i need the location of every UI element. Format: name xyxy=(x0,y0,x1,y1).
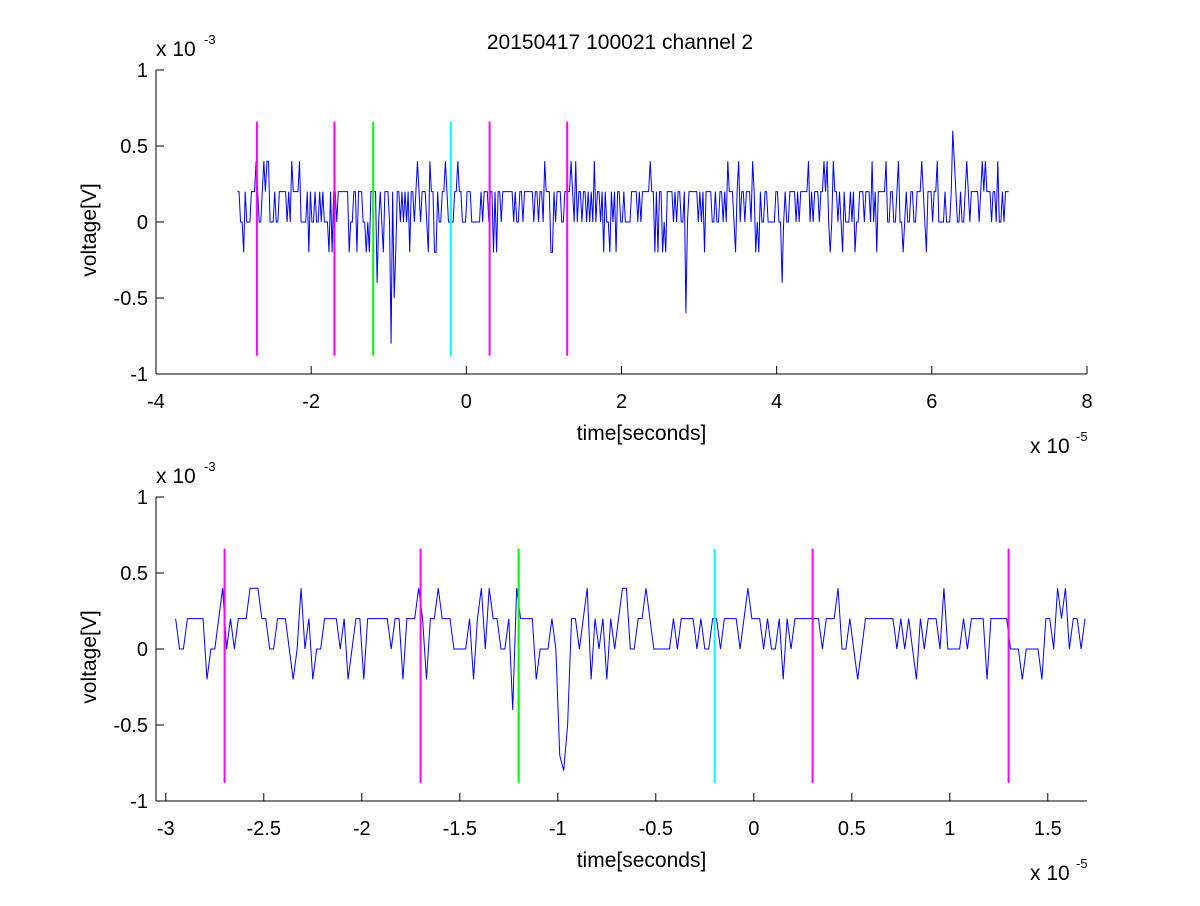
signal-trace xyxy=(175,587,1086,771)
y-tick-label: -0.5 xyxy=(114,288,148,310)
x-tick-label: 0.5 xyxy=(838,818,866,840)
x-exponent-label: x 10 xyxy=(1030,435,1070,458)
y-exponent-power: -3 xyxy=(204,32,216,47)
y-tick-label: -1 xyxy=(130,364,148,386)
x-tick-label: 0 xyxy=(748,818,759,840)
x-tick-label: -2.5 xyxy=(247,818,281,840)
x-tick-label: -2 xyxy=(302,391,320,413)
y-tick-label: 0.5 xyxy=(120,563,148,585)
y-tick-label: -0.5 xyxy=(114,715,148,737)
y-axis-label: voltage[V] xyxy=(78,183,101,276)
x-tick-label: 2 xyxy=(616,391,627,413)
y-tick-label: -1 xyxy=(130,791,148,813)
x-tick-label: -3 xyxy=(157,818,175,840)
y-tick-label: 1 xyxy=(137,487,148,509)
x-tick-label: -2 xyxy=(353,818,371,840)
x-axis-label: time[seconds] xyxy=(577,422,707,445)
y-tick-label: 1 xyxy=(137,60,148,82)
x-axis-label: time[seconds] xyxy=(577,849,707,872)
x-tick-label: -1.5 xyxy=(443,818,477,840)
top-plot: -4 -2 0 2 4 6 8 -1 -0.5 0 0.5 1 time[seconds] voltage… xyxy=(78,32,1093,458)
y-axis-label: voltage[V] xyxy=(78,610,101,703)
x-tick-label: 6 xyxy=(926,391,937,413)
x-tick-label: 1.5 xyxy=(1034,818,1062,840)
y-tick-label: 0 xyxy=(137,639,148,661)
y-tick-label: 0 xyxy=(137,212,148,234)
bottom-plot: -3 -2.5 -2 -1.5 -1 -0.5 0 0.5 1 1.5 -1 -0.5 0 0.5 1 tim… xyxy=(78,459,1088,885)
x-tick-label: -4 xyxy=(147,391,165,413)
y-exponent-label: x 10 xyxy=(156,465,196,488)
x-tick-label: 0 xyxy=(461,391,472,413)
x-tick-label: 4 xyxy=(771,391,782,413)
x-tick-label: 8 xyxy=(1081,391,1092,413)
signal-trace xyxy=(237,130,1009,344)
x-tick-label: -0.5 xyxy=(639,818,673,840)
y-exponent-power: -3 xyxy=(204,459,216,474)
x-tick-label: -1 xyxy=(549,818,567,840)
x-exponent-power: -5 xyxy=(1076,856,1088,871)
x-tick-label: 1 xyxy=(944,818,955,840)
x-exponent-power: -5 xyxy=(1076,429,1088,444)
y-exponent-label: x 10 xyxy=(156,38,196,61)
y-tick-label: 0.5 xyxy=(120,136,148,158)
x-exponent-label: x 10 xyxy=(1030,862,1070,885)
figure-title: 20150417 100021 channel 2 xyxy=(487,31,753,54)
